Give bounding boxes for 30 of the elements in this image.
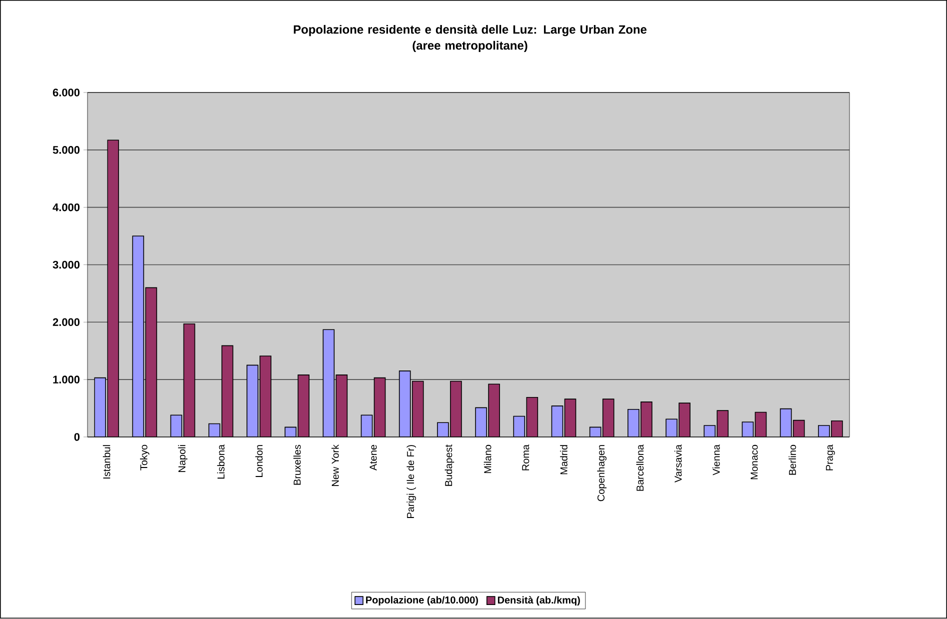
y-tick-label: 6.000 xyxy=(52,88,80,97)
x-tick-label: Lisbona xyxy=(217,444,225,479)
x-tick-label: New York xyxy=(331,444,339,486)
x-tick-label: Vienna xyxy=(712,444,720,476)
legend-label: Densità (ab./kmq) xyxy=(498,596,580,606)
y-tick-label: 4.000 xyxy=(52,204,80,212)
x-tick-label: Madrid xyxy=(560,445,568,474)
x-tick-label: Parigi ( Ile de Fr) xyxy=(406,445,416,518)
x-tick-label: Berlino xyxy=(788,445,796,475)
x-tick-label: Napoli xyxy=(178,445,188,472)
legend-label: Popolazione (ab/10.000) xyxy=(366,596,478,606)
x-tick-label: Tokyo xyxy=(140,445,150,471)
y-tick-label: 3.000 xyxy=(52,261,80,269)
y-tick-label: 5.000 xyxy=(52,146,80,154)
x-tick-label: Budapest xyxy=(444,444,454,486)
x-tick-label: Istanbul xyxy=(102,445,110,479)
x-tick-label: Bruxelles xyxy=(293,445,301,485)
x-tick-label: Praga xyxy=(826,444,835,470)
x-tick-label: Barcellona xyxy=(636,444,644,491)
x-tick-label: Atene xyxy=(370,445,377,471)
x-tick-label: Monaco xyxy=(750,445,758,480)
x-tick-label: Roma xyxy=(522,444,530,470)
y-tick-label: 2.000 xyxy=(52,318,80,326)
x-tick-label: Varsavia xyxy=(674,444,682,483)
x-tick-label: Milano xyxy=(484,445,492,474)
x-tick-label: London xyxy=(255,445,263,478)
x-tick-label: Copenhagen xyxy=(597,445,606,502)
y-tick-label: 1.000 xyxy=(53,376,80,384)
y-tick-label: 0 xyxy=(74,433,80,442)
chart-title: Popolazione residente e densità delle Luz: Large Urban Zone (aree metropolitane) xyxy=(294,25,647,52)
